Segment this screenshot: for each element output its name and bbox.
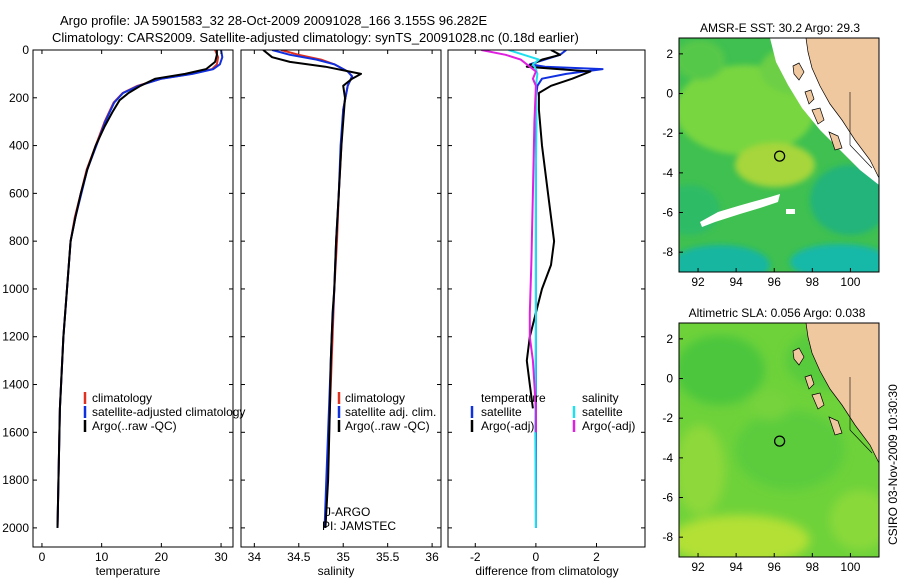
depth-tick-label: 2000 bbox=[2, 521, 29, 535]
amsr-e-sst-map-latitude-label: -4 bbox=[662, 166, 673, 180]
sst-map: AMSR-E SST: 30.2 Argo: 29.3 bbox=[662, 21, 880, 289]
figure-title-line1: Argo profile: JA 5901583_32 28-Oct-2009 … bbox=[60, 13, 488, 28]
amsr-e-sst-map-longitude-label: 100 bbox=[840, 275, 860, 289]
amsr-e-sst-map-longitude-label: 94 bbox=[729, 275, 743, 289]
depth-tick-label: 1800 bbox=[2, 473, 29, 487]
salinity-axis-label: salinity bbox=[318, 564, 355, 578]
altimetric-sla-map-latitude-label: 2 bbox=[666, 332, 673, 346]
sla-map-title: Altimetric SLA: 0.056 Argo: 0.038 bbox=[689, 306, 866, 320]
difference-profile-xtick-label: 2 bbox=[593, 550, 600, 564]
temperature-profile-xtick-label: 30 bbox=[214, 550, 228, 564]
altimetric-sla-map-longitude-label: 94 bbox=[729, 560, 743, 574]
temperature-axis-label: temperature bbox=[96, 564, 161, 578]
difference-profile-series-3 bbox=[481, 50, 537, 433]
altimetric-sla-map-longitude-label: 92 bbox=[691, 560, 705, 574]
amsr-e-sst-map-longitude-label: 98 bbox=[806, 275, 820, 289]
salinity-profile-xtick-label: 36 bbox=[425, 550, 439, 564]
depth-tick-label: 0 bbox=[22, 43, 29, 57]
amsr-e-sst-map-latitude-label: 2 bbox=[666, 47, 673, 61]
depth-tick-label: 1400 bbox=[2, 378, 29, 392]
depth-tick-label: 1600 bbox=[2, 425, 29, 439]
salinity-profile-series-1 bbox=[271, 50, 354, 528]
altimetric-sla-map-longitude-label: 98 bbox=[806, 560, 820, 574]
legend-argo: Argo(..raw -QC) bbox=[92, 419, 177, 433]
salinity-legend: climatology satellite adj. clim. Argo(..… bbox=[337, 391, 436, 433]
salinity-profile-xtick-label: 34 bbox=[248, 550, 262, 564]
altimetric-sla-map-latitude-label: -8 bbox=[662, 530, 673, 544]
sst-map-title: AMSR-E SST: 30.2 Argo: 29.3 bbox=[700, 21, 860, 35]
altimetric-sla-map-latitude-label: -6 bbox=[662, 491, 673, 505]
depth-tick-label: 600 bbox=[9, 186, 29, 200]
sla-argo-position-marker bbox=[773, 435, 786, 447]
amsr-e-sst-map-latitude-label: -2 bbox=[662, 126, 673, 140]
legend-salinity-heading: salinity bbox=[582, 391, 619, 405]
amsr-e-sst-map-latitude-label: -6 bbox=[662, 206, 673, 220]
depth-tick-label: 800 bbox=[9, 234, 29, 248]
difference-axis-label: difference from climatology bbox=[475, 564, 618, 578]
altimetric-sla-map-latitude-label: -4 bbox=[662, 451, 673, 465]
altimetric-sla-map-latitude-label: 0 bbox=[666, 372, 673, 386]
legend-sal-satellite: satellite bbox=[582, 405, 623, 419]
temperature-profile-xtick-label: 0 bbox=[39, 550, 46, 564]
legend-climatology: climatology bbox=[345, 391, 405, 405]
salinity-profile-series-2 bbox=[262, 50, 362, 528]
depth-tick-label: 200 bbox=[9, 91, 29, 105]
amsr-e-sst-map-longitude-label: 92 bbox=[691, 275, 705, 289]
salinity-profile-xtick-label: 35.5 bbox=[376, 550, 400, 564]
sla-map: Altimetric SLA: 0.056 Argo: 0.038 bbox=[662, 306, 880, 574]
legend-climatology: climatology bbox=[92, 391, 152, 405]
annotation-pi: PI: JAMSTEC bbox=[322, 519, 396, 533]
sst-field bbox=[679, 38, 879, 272]
salinity-profile-xtick-label: 34.5 bbox=[287, 550, 311, 564]
difference-profile-xtick-label: -2 bbox=[470, 550, 481, 564]
temperature-profile-series-0 bbox=[56, 50, 220, 528]
amsr-e-sst-map-longitude-label: 96 bbox=[768, 275, 782, 289]
temperature-profile-xtick-label: 10 bbox=[95, 550, 109, 564]
depth-tick-label: 1200 bbox=[2, 330, 29, 344]
difference-panel: -2 0 2 difference from climatology tempera… bbox=[447, 49, 646, 578]
difference-profile-xtick-label: 0 bbox=[533, 550, 540, 564]
altimetric-sla-map-longitude-label: 96 bbox=[768, 560, 782, 574]
temperature-profile-series-2 bbox=[56, 50, 218, 528]
legend-temp-satellite: satellite bbox=[481, 405, 522, 419]
amsr-e-sst-map-latitude-label: -8 bbox=[662, 245, 673, 259]
legend-argo: Argo(..raw -QC) bbox=[345, 419, 430, 433]
temperature-profile-xtick-label: 20 bbox=[155, 550, 169, 564]
sst-argo-position-marker bbox=[773, 150, 786, 162]
amsr-e-sst-map-latitude-label: 0 bbox=[666, 87, 673, 101]
difference-legend: temperature satellite Argo(-adj) salinit… bbox=[470, 391, 635, 433]
altimetric-sla-map-longitude-label: 100 bbox=[840, 560, 860, 574]
depth-tick-label: 1000 bbox=[2, 282, 29, 296]
figure-title-line2: Climatology: CARS2009. Satellite-adjuste… bbox=[52, 30, 579, 45]
salinity-profile-xtick-label: 35 bbox=[337, 550, 351, 564]
legend-sal-argo: Argo(-adj) bbox=[582, 419, 635, 433]
temperature-panel: 0 10 20 30 0 200 400 600 800 1000 1200 1400 1600 1800… bbox=[2, 43, 245, 578]
legend-satellite-adj: satellite adj. clim. bbox=[345, 405, 436, 419]
annotation-j-argo: J-ARGO bbox=[325, 505, 370, 519]
legend-temperature-heading: temperature bbox=[481, 391, 546, 405]
csiro-timestamp: CSIRO 03-Nov-2009 10:30:30 bbox=[886, 384, 900, 545]
salinity-panel: 34 34.5 35 35.5 36 salinity climatology sate… bbox=[240, 49, 442, 578]
altimetric-sla-map-latitude-label: -2 bbox=[662, 411, 673, 425]
sla-field bbox=[679, 323, 879, 557]
temperature-profile-series-1 bbox=[56, 50, 224, 528]
depth-tick-label: 400 bbox=[9, 139, 29, 153]
legend-temp-argo: Argo(-adj) bbox=[481, 419, 534, 433]
temperature-legend: climatology satellite-adjusted climatolo… bbox=[83, 391, 245, 433]
legend-satellite-adjusted: satellite-adjusted climatology bbox=[92, 405, 245, 419]
